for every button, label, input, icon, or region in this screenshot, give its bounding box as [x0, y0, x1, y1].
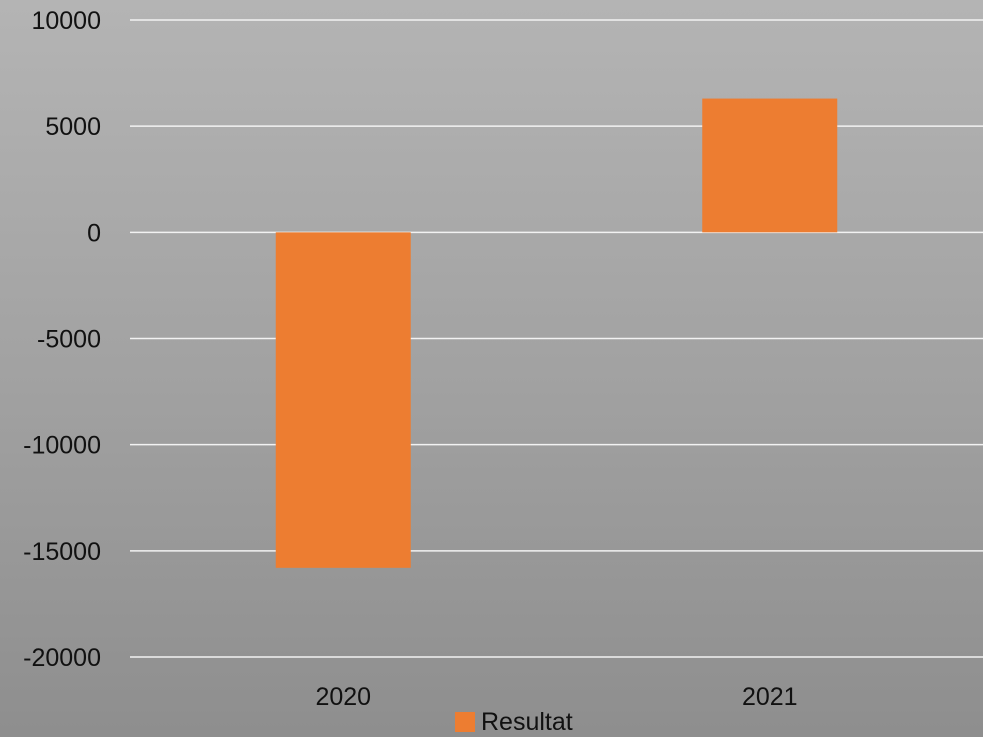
- y-tick-label: 5000: [45, 113, 101, 141]
- legend: Resultat: [455, 707, 573, 737]
- gridlines: [130, 19, 983, 658]
- legend-swatch: [455, 712, 475, 732]
- x-axis-tick-labels: 2020 2021: [315, 683, 797, 711]
- bar-2020: [275, 232, 411, 568]
- legend-label-resultat: Resultat: [481, 708, 573, 736]
- bars: [275, 98, 838, 568]
- y-tick-label: -10000: [23, 432, 101, 460]
- y-tick-label: -5000: [37, 326, 101, 354]
- x-tick-label-2021: 2021: [742, 683, 798, 711]
- y-axis-tick-labels: 10000 5000 0 -5000 -10000 -15000 -20000: [23, 7, 101, 672]
- bar-2021: [702, 98, 838, 233]
- x-tick-label-2020: 2020: [315, 683, 371, 711]
- y-tick-label: 0: [87, 219, 101, 247]
- y-tick-label: -15000: [23, 538, 101, 566]
- y-tick-label: -20000: [23, 644, 101, 672]
- y-tick-label: 10000: [31, 7, 101, 35]
